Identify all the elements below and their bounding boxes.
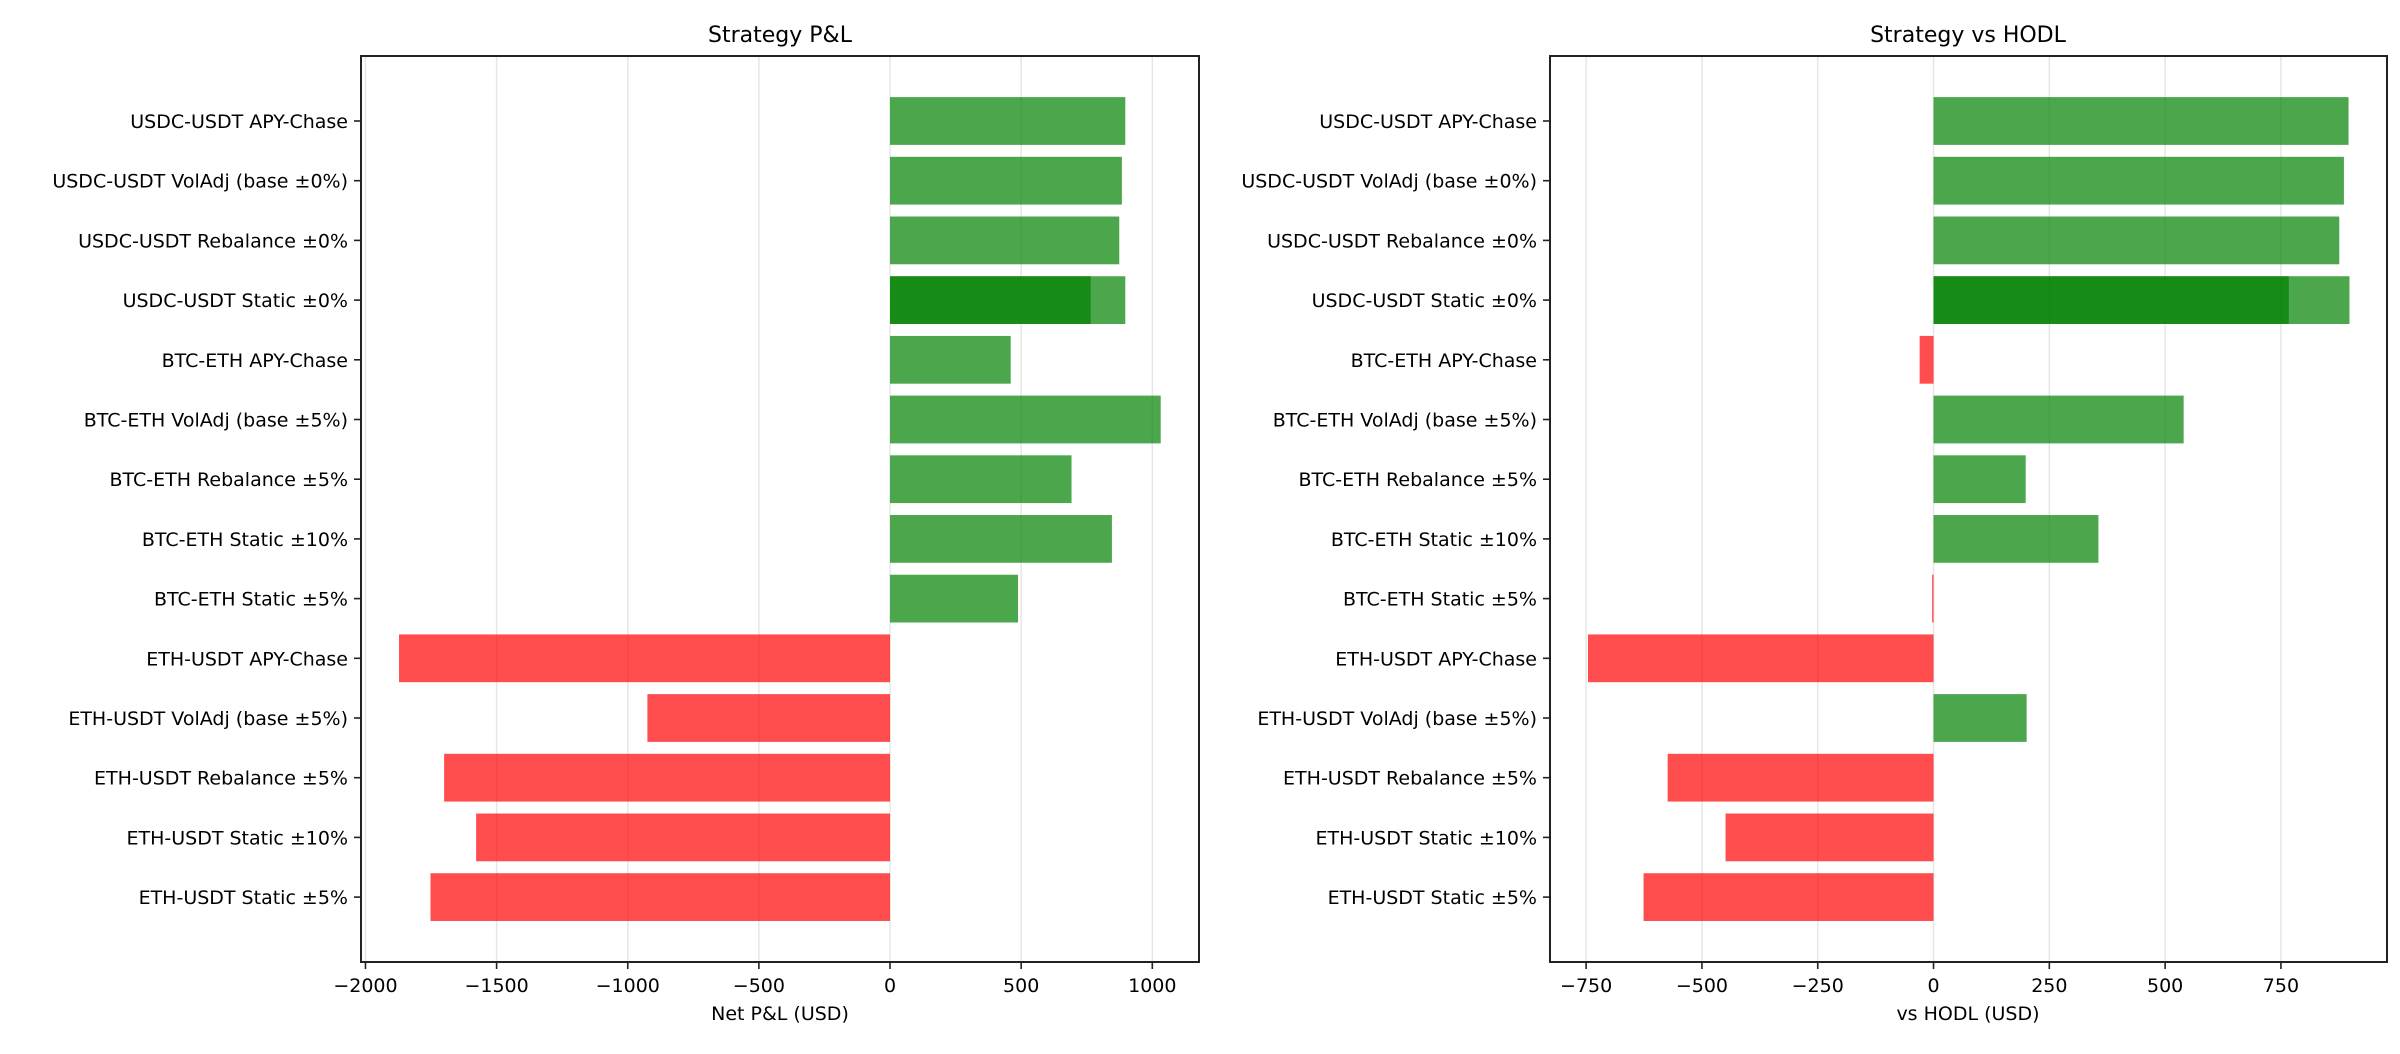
bar [890, 515, 1112, 563]
y-tick-label: BTC-ETH Static ±10% [1331, 529, 1537, 551]
bar [890, 335, 1011, 384]
x-tick-label: 0 [1927, 975, 1939, 997]
x-tick-label: 500 [2147, 975, 2183, 997]
y-tick-label: USDC-USDT VolAdj (base ±0%) [1241, 171, 1537, 193]
y-tick-label: BTC-ETH APY-Chase [1351, 350, 1537, 372]
x-tick-label: −250 [1792, 975, 1844, 997]
bar [1933, 97, 2349, 145]
chart-title: Strategy P&L [708, 23, 853, 48]
bar [1933, 455, 2026, 504]
y-tick-label: ETH-USDT Rebalance ±5% [1283, 768, 1537, 790]
y-tick-label: BTC-ETH Static ±10% [142, 529, 348, 551]
y-tick-label: ETH-USDT Rebalance ±5% [94, 768, 348, 790]
y-tick-label: ETH-USDT Static ±10% [1315, 827, 1537, 849]
y-tick-label: BTC-ETH Static ±5% [154, 589, 348, 611]
bar [890, 97, 1126, 145]
chart-title: Strategy vs HODL [1870, 23, 2067, 48]
bar [430, 873, 891, 921]
plot-area [360, 55, 1200, 963]
y-tick-label: ETH-USDT VolAdj (base ±5%) [68, 708, 348, 730]
bar [1933, 156, 2344, 205]
y-tick-label: ETH-USDT VolAdj (base ±5%) [1257, 708, 1537, 730]
bar [890, 156, 1122, 205]
bar [1919, 335, 1934, 384]
y-tick-label: ETH-USDT Static ±5% [1328, 887, 1537, 909]
bar [890, 455, 1072, 504]
x-tick-label: 750 [2263, 975, 2299, 997]
y-tick-label: ETH-USDT Static ±10% [126, 827, 348, 849]
y-tick-label: BTC-ETH Rebalance ±5% [1298, 469, 1537, 491]
y-tick-label: USDC-USDT Rebalance ±0% [1267, 230, 1537, 252]
bar [1933, 694, 2027, 742]
x-tick-label: −1000 [596, 975, 660, 997]
x-tick-label: −750 [1560, 975, 1612, 997]
y-tick-label: ETH-USDT Static ±5% [139, 887, 348, 909]
bar [1933, 515, 2099, 563]
y-tick-label: USDC-USDT Static ±0% [1312, 290, 1537, 312]
x-tick-label: −1500 [464, 975, 528, 997]
bar [1643, 873, 1934, 921]
bar [444, 753, 891, 802]
chart-strategy-pnl: Strategy P&L Net P&L (USD) −2000 −1500 −10… [52, 23, 1200, 1025]
overlap-bar [1933, 276, 2289, 324]
x-tick-label: 250 [2031, 975, 2067, 997]
overlap-bar [890, 276, 1091, 324]
x-tick-label: 500 [1003, 975, 1039, 997]
x-tick-label: 0 [884, 975, 896, 997]
bar [1725, 813, 1934, 862]
bar [1932, 574, 1934, 623]
x-tick-label: 1000 [1128, 975, 1176, 997]
y-tick-label: BTC-ETH Static ±5% [1343, 589, 1537, 611]
y-tick-label: USDC-USDT APY-Chase [1319, 111, 1537, 133]
bar [1933, 216, 2340, 265]
bar [890, 395, 1161, 444]
y-tick-label: BTC-ETH VolAdj (base ±5%) [1273, 410, 1537, 432]
y-tick-label: USDC-USDT APY-Chase [130, 111, 348, 133]
y-tick-label: USDC-USDT Rebalance ±0% [78, 230, 348, 252]
y-tick-label: ETH-USDT APY-Chase [146, 648, 348, 670]
y-tick-label: USDC-USDT Static ±0% [123, 290, 348, 312]
axes-frame [1549, 55, 2388, 963]
x-tick-label: −500 [733, 975, 785, 997]
bar [399, 634, 891, 683]
y-tick-label: BTC-ETH VolAdj (base ±5%) [84, 410, 348, 432]
y-tick-label: BTC-ETH Rebalance ±5% [109, 469, 348, 491]
bar [476, 813, 891, 862]
bar [647, 694, 891, 742]
y-tick-label: ETH-USDT APY-Chase [1335, 648, 1537, 670]
axes-frame [360, 55, 1200, 963]
bar [1667, 753, 1934, 802]
x-axis-label: vs HODL (USD) [1896, 1003, 2039, 1025]
plot-area [1549, 55, 2388, 963]
bar [1933, 395, 2184, 444]
x-axis-label: Net P&L (USD) [711, 1003, 849, 1025]
x-tick-label: −500 [1676, 975, 1728, 997]
bar [890, 216, 1120, 265]
bar [890, 574, 1019, 623]
chart-strategy-vs-hodl: Strategy vs HODL vs HODL (USD) −750 −500 −… [1241, 23, 2388, 1025]
y-tick-label: BTC-ETH APY-Chase [162, 350, 348, 372]
bar [1587, 634, 1934, 683]
x-tick-label: −2000 [333, 975, 397, 997]
y-tick-label: USDC-USDT VolAdj (base ±0%) [52, 171, 348, 193]
